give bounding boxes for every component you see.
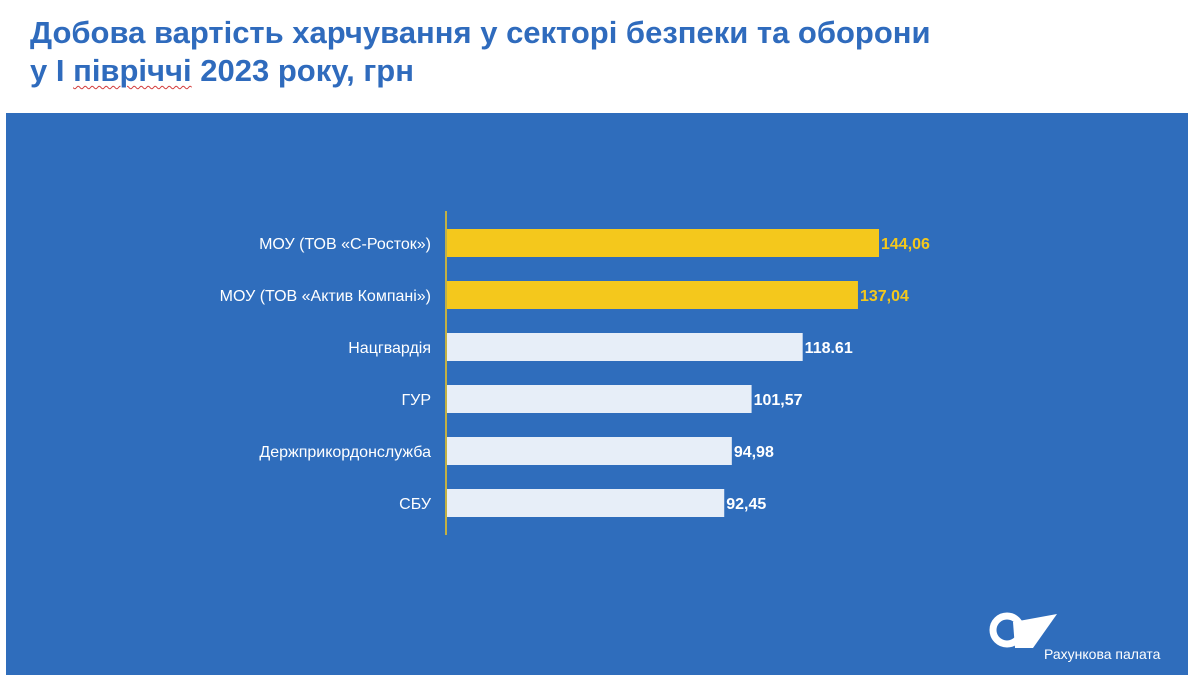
category-label: Держприкордонслужба bbox=[259, 444, 431, 461]
title-line-2-underlined: півріччі bbox=[73, 53, 192, 88]
chart-panel: МОУ (ТОВ «С-Росток») 144,06 МОУ (ТОВ «Акти… bbox=[6, 113, 1188, 675]
title-line-2: у І півріччі 2023 року, грн bbox=[30, 52, 1180, 90]
page-title: Добова вартість харчування у секторі без… bbox=[30, 14, 1180, 90]
category-label: ГУР bbox=[402, 392, 432, 409]
bar bbox=[447, 281, 858, 309]
bar bbox=[447, 333, 803, 361]
rakhunkova-palata-logo-icon bbox=[989, 612, 1057, 648]
value-label: 101,57 bbox=[754, 392, 803, 409]
value-label: 144,06 bbox=[881, 236, 930, 253]
title-line-2-prefix: у І bbox=[30, 53, 74, 88]
title-line-2-suffix: 2023 року, грн bbox=[191, 53, 414, 88]
bar-chart: МОУ (ТОВ «С-Росток») 144,06 МОУ (ТОВ «Акти… bbox=[220, 211, 930, 535]
logo-text: Рахункова палата bbox=[1044, 646, 1161, 662]
value-label: 94,98 bbox=[734, 444, 774, 461]
bar bbox=[447, 437, 732, 465]
category-label: Нацгвардія bbox=[348, 340, 431, 357]
bar bbox=[447, 489, 725, 517]
category-label: МОУ (ТОВ «С-Росток») bbox=[259, 236, 431, 253]
bar bbox=[447, 385, 752, 413]
value-label: 137,04 bbox=[860, 288, 909, 305]
category-label: МОУ (ТОВ «Актив Компані») bbox=[220, 288, 431, 305]
category-label: СБУ bbox=[399, 496, 432, 513]
title-line-1: Добова вартість харчування у секторі без… bbox=[30, 15, 931, 50]
bar bbox=[447, 229, 879, 257]
value-label: 118.61 bbox=[805, 340, 853, 357]
value-label: 92,45 bbox=[726, 496, 766, 513]
